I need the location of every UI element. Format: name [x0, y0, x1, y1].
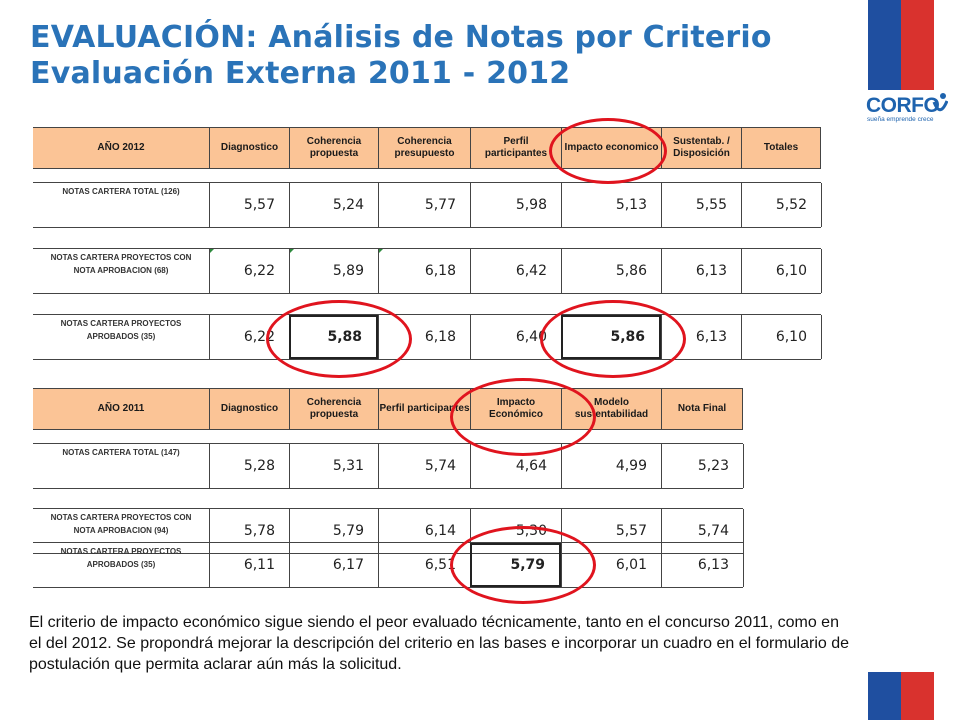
- cell-value: 5,77: [378, 183, 470, 227]
- cell-value: 5,86: [561, 249, 661, 293]
- cell-value: 4,64: [470, 444, 561, 488]
- comment-marker: [289, 249, 294, 254]
- highlight-ellipse: [549, 118, 667, 184]
- cell-value: 6,13: [661, 543, 743, 587]
- cell-value: 6,22: [209, 249, 289, 293]
- cell-value: 5,23: [661, 444, 743, 488]
- header-cell: Totales: [741, 128, 821, 168]
- cell-value: 6,10: [741, 249, 821, 293]
- row-label: NOTAS CARTERA PROYECTOS APROBADOS (35): [60, 319, 182, 341]
- header-cell: Coherencia propuesta: [289, 128, 378, 168]
- row-label: NOTAS CARTERA PROYECTOS APROBADOS (35): [60, 547, 182, 569]
- comment-marker: [209, 249, 214, 254]
- header-cell: Sustentab. / Disposición: [661, 128, 741, 168]
- cell-value: 5,74: [661, 509, 743, 553]
- comment-marker: [378, 249, 383, 254]
- header-cell: Perfil participantes: [470, 128, 561, 168]
- cell-value: 6,40: [470, 315, 561, 359]
- header-cell: Diagnostico: [209, 128, 289, 168]
- header-cell: AÑO 2012: [97, 142, 145, 153]
- page-title: EVALUACIÓN: Análisis de Notas por Criter…: [30, 20, 772, 92]
- cell-value: 5,24: [289, 183, 378, 227]
- header-cell: Nota Final: [661, 389, 743, 429]
- cell-value: 5,57: [209, 183, 289, 227]
- highlight-ellipse: [450, 526, 596, 604]
- row-label: NOTAS CARTERA TOTAL (147): [62, 448, 180, 457]
- table-row: NOTAS CARTERA PROYECTOS APROBADOS (35) 6…: [33, 314, 822, 360]
- cell-value: 5,78: [209, 509, 289, 553]
- cell-value: 5,55: [661, 183, 741, 227]
- cell-value: 6,51: [378, 543, 470, 587]
- row-label: NOTAS CARTERA PROYECTOS CON NOTA APROBAC…: [50, 513, 192, 535]
- cell-value: 5,74: [378, 444, 470, 488]
- cell-value: 5,28: [209, 444, 289, 488]
- title-line-2: Evaluación Externa 2011 - 2012: [30, 56, 571, 91]
- highlight-ellipse: [540, 300, 686, 378]
- cell-value: 5,89: [289, 249, 378, 293]
- cell-value: 5,98: [470, 183, 561, 227]
- table-row: NOTAS CARTERA TOTAL (126) 5,57 5,24 5,77…: [33, 182, 822, 228]
- header-cell: Coherencia presupuesto: [378, 128, 470, 168]
- cell-value: 6,18: [378, 249, 470, 293]
- title-line-1: EVALUACIÓN: Análisis de Notas por Criter…: [30, 20, 772, 55]
- cell-value: 6,13: [661, 249, 741, 293]
- highlight-ellipse: [266, 300, 412, 378]
- cell-value: 6,14: [378, 509, 470, 553]
- logo-figure-icon: [932, 93, 948, 112]
- header-cell: AÑO 2011: [97, 403, 145, 414]
- cell-value: 5,52: [741, 183, 821, 227]
- table-row: NOTAS CARTERA PROYECTOS APROBADOS (35) 6…: [33, 542, 744, 588]
- header-cell: Coherencia propuesta: [289, 389, 378, 429]
- highlight-ellipse: [450, 378, 596, 456]
- logo-tagline: sueña emprende crece: [867, 116, 934, 123]
- table-2011-header: AÑO 2011 Diagnostico Coherencia propuest…: [33, 388, 743, 430]
- cell-value: 6,42: [470, 249, 561, 293]
- table-2012-header: AÑO 2012 Diagnostico Coherencia propuest…: [33, 127, 821, 169]
- header-cell: Perfil participantes: [378, 389, 470, 429]
- table-row: NOTAS CARTERA PROYECTOS CON NOTA APROBAC…: [33, 248, 822, 294]
- cell-value: 6,10: [741, 315, 821, 359]
- cell-value: 5,79: [289, 509, 378, 553]
- cell-value: 4,99: [561, 444, 661, 488]
- logo-name: CORFO: [866, 94, 940, 117]
- cell-value: 5,13: [561, 183, 661, 227]
- header-cell: Diagnostico: [209, 389, 289, 429]
- table-row: NOTAS CARTERA TOTAL (147) 5,28 5,31 5,74…: [33, 443, 744, 489]
- cell-value: 6,17: [289, 543, 378, 587]
- row-label: NOTAS CARTERA TOTAL (126): [62, 187, 180, 196]
- corfo-logo: CORFO sueña emprende crece: [866, 93, 950, 128]
- chile-flag-bar-top: [868, 0, 934, 90]
- row-label: NOTAS CARTERA PROYECTOS CON NOTA APROBAC…: [50, 253, 192, 275]
- conclusion-text: El criterio de impacto económico sigue s…: [29, 614, 850, 673]
- cell-value: 6,11: [209, 543, 289, 587]
- cell-value: 5,31: [289, 444, 378, 488]
- chile-flag-bar-bottom: [868, 672, 934, 720]
